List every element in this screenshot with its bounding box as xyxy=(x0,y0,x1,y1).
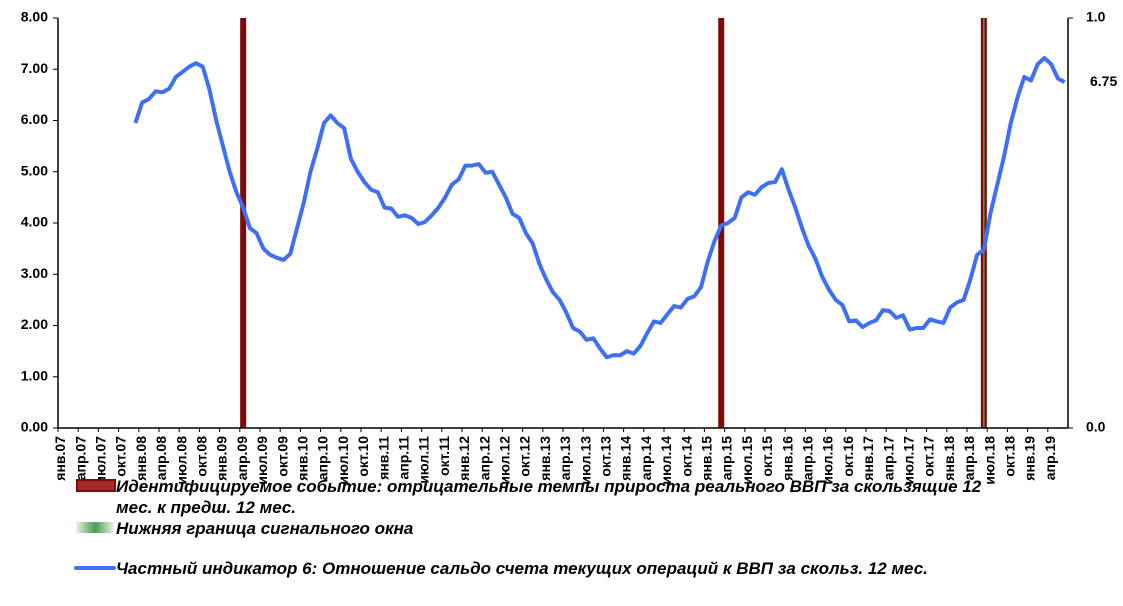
x-tick-label: окт.12 xyxy=(517,436,533,477)
legend-label: Идентифицируемое событие: отрицательные … xyxy=(116,477,982,517)
last-value-label: 6.75 xyxy=(1090,73,1117,89)
x-tick-label: июл.12 xyxy=(496,436,512,485)
x-tick-label: апр.14 xyxy=(638,436,654,480)
event-bar xyxy=(983,18,985,428)
x-tick-label: окт.15 xyxy=(759,436,775,477)
x-tick-label: апр.19 xyxy=(1042,436,1058,480)
x-tick-label: июл.17 xyxy=(900,436,916,485)
x-tick-label: июл.15 xyxy=(739,436,755,485)
x-tick-label: окт.08 xyxy=(193,436,209,477)
x-tick-label: янв.18 xyxy=(941,436,957,481)
x-tick-label: июл.08 xyxy=(173,436,189,485)
x-tick-label: апр.13 xyxy=(557,436,573,480)
event-bar xyxy=(718,18,725,428)
x-tick-label: янв.16 xyxy=(779,436,795,481)
x-tick-label: июл.16 xyxy=(820,436,836,485)
x-tick-label: окт.13 xyxy=(597,436,613,477)
y-tick-label: 6.00 xyxy=(21,111,48,127)
x-tick-label: янв.13 xyxy=(537,436,553,481)
legend-swatch xyxy=(76,479,116,492)
y-tick-label: 3.00 xyxy=(21,265,48,281)
x-tick-label: июл.13 xyxy=(577,436,593,485)
y2-tick-label: 0.0 xyxy=(1086,419,1106,435)
x-tick-label: янв.11 xyxy=(375,436,391,480)
x-tick-label: янв.17 xyxy=(860,436,876,481)
x-tick-label: янв.07 xyxy=(52,436,68,481)
x-tick-label: апр.15 xyxy=(719,436,735,480)
indicator-line xyxy=(133,55,1066,360)
x-tick-label: июл.18 xyxy=(981,436,997,485)
legend-swatch xyxy=(76,522,114,533)
legend-label: Частный индикатор 6: Отношение сальдо сч… xyxy=(116,559,928,578)
y-tick-label: 4.00 xyxy=(21,214,48,230)
x-tick-label: апр.10 xyxy=(315,436,331,480)
x-tick-label: апр.11 xyxy=(395,436,411,480)
x-tick-label: янв.19 xyxy=(1022,436,1038,481)
y-tick-label: 7.00 xyxy=(21,60,48,76)
x-tick-label: апр.18 xyxy=(961,436,977,480)
x-tick-label: янв.09 xyxy=(214,436,230,481)
x-tick-label: окт.10 xyxy=(355,436,371,477)
x-tick-label: янв.12 xyxy=(456,436,472,481)
legend-swatch xyxy=(74,566,116,570)
x-tick-label: апр.07 xyxy=(72,436,88,480)
x-tick-label: окт.07 xyxy=(113,436,129,477)
x-tick-label: апр.09 xyxy=(234,436,250,480)
x-tick-label: окт.16 xyxy=(840,436,856,477)
x-tick-label: янв.14 xyxy=(618,436,634,481)
y2-tick-label: 1.0 xyxy=(1086,9,1106,25)
x-tick-label: апр.16 xyxy=(799,436,815,480)
x-tick-label: апр.12 xyxy=(476,436,492,480)
x-tick-label: окт.17 xyxy=(921,436,937,477)
y-tick-label: 0.00 xyxy=(21,419,48,435)
x-tick-label: окт.09 xyxy=(274,436,290,477)
legend-label: Нижняя граница сигнального окна xyxy=(116,519,414,538)
y-tick-label: 1.00 xyxy=(21,367,48,383)
x-tick-label: июл.07 xyxy=(92,436,108,485)
x-tick-label: апр.17 xyxy=(880,436,896,480)
x-tick-label: окт.18 xyxy=(1001,436,1017,477)
x-tick-label: июл.11 xyxy=(416,436,432,484)
x-tick-label: окт.11 xyxy=(436,436,452,476)
y-tick-label: 5.00 xyxy=(21,162,48,178)
x-tick-label: янв.08 xyxy=(133,436,149,481)
x-tick-label: янв.10 xyxy=(294,436,310,481)
x-tick-label: янв.15 xyxy=(698,436,714,481)
x-tick-label: июл.14 xyxy=(658,436,674,485)
event-bar xyxy=(240,18,247,428)
x-tick-label: июл.09 xyxy=(254,436,270,485)
x-tick-label: апр.08 xyxy=(153,436,169,480)
x-tick-label: окт.14 xyxy=(678,436,694,477)
x-tick-label: июл.10 xyxy=(335,436,351,485)
y-tick-label: 2.00 xyxy=(21,316,48,332)
y-tick-label: 8.00 xyxy=(21,9,48,25)
